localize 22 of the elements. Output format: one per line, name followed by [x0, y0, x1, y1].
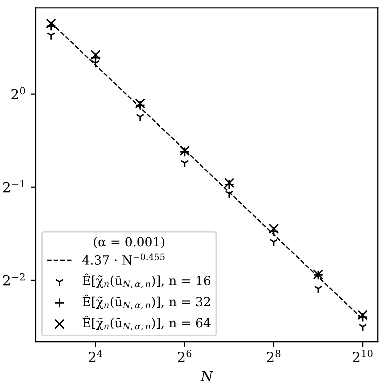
y-tick-label: 2$^{−2}$: [3, 273, 25, 286]
x-tick-label: 2$^{10}$: [353, 350, 373, 362]
point: [225, 190, 234, 199]
point: [270, 239, 278, 248]
point: [180, 160, 190, 168]
legend-label: Ê[χ̃$_{n}$(ū$_{N,α,n}$)], n = 64: [82, 316, 211, 331]
point: [268, 224, 280, 234]
legend-label: Ê[χ̃$_{n}$(ū$_{N,α,n}$)], n = 16: [82, 274, 211, 288]
x-tick-label: 2$^{6}$: [178, 350, 192, 362]
point: [46, 18, 56, 29]
point: [314, 286, 323, 294]
y-tick-label: 2$^{−1}$: [3, 180, 24, 193]
x-tick-label: 2$^{8}$: [267, 350, 281, 362]
point: [358, 324, 368, 332]
legend-label: Ê[χ̃$_{n}$(ū$_{N,α,n}$)], n = 32: [82, 294, 210, 310]
legend-title: (α = 0.001): [94, 237, 165, 248]
point: [136, 114, 145, 122]
point: [47, 32, 56, 41]
y-tick-label: 2$^{0}$: [12, 87, 26, 100]
x-tick-label: 2$^{4}$: [89, 350, 103, 362]
x-axis-title: N: [200, 371, 214, 382]
legend-label: 4.37 · N$^{−0.455}$: [82, 254, 165, 265]
